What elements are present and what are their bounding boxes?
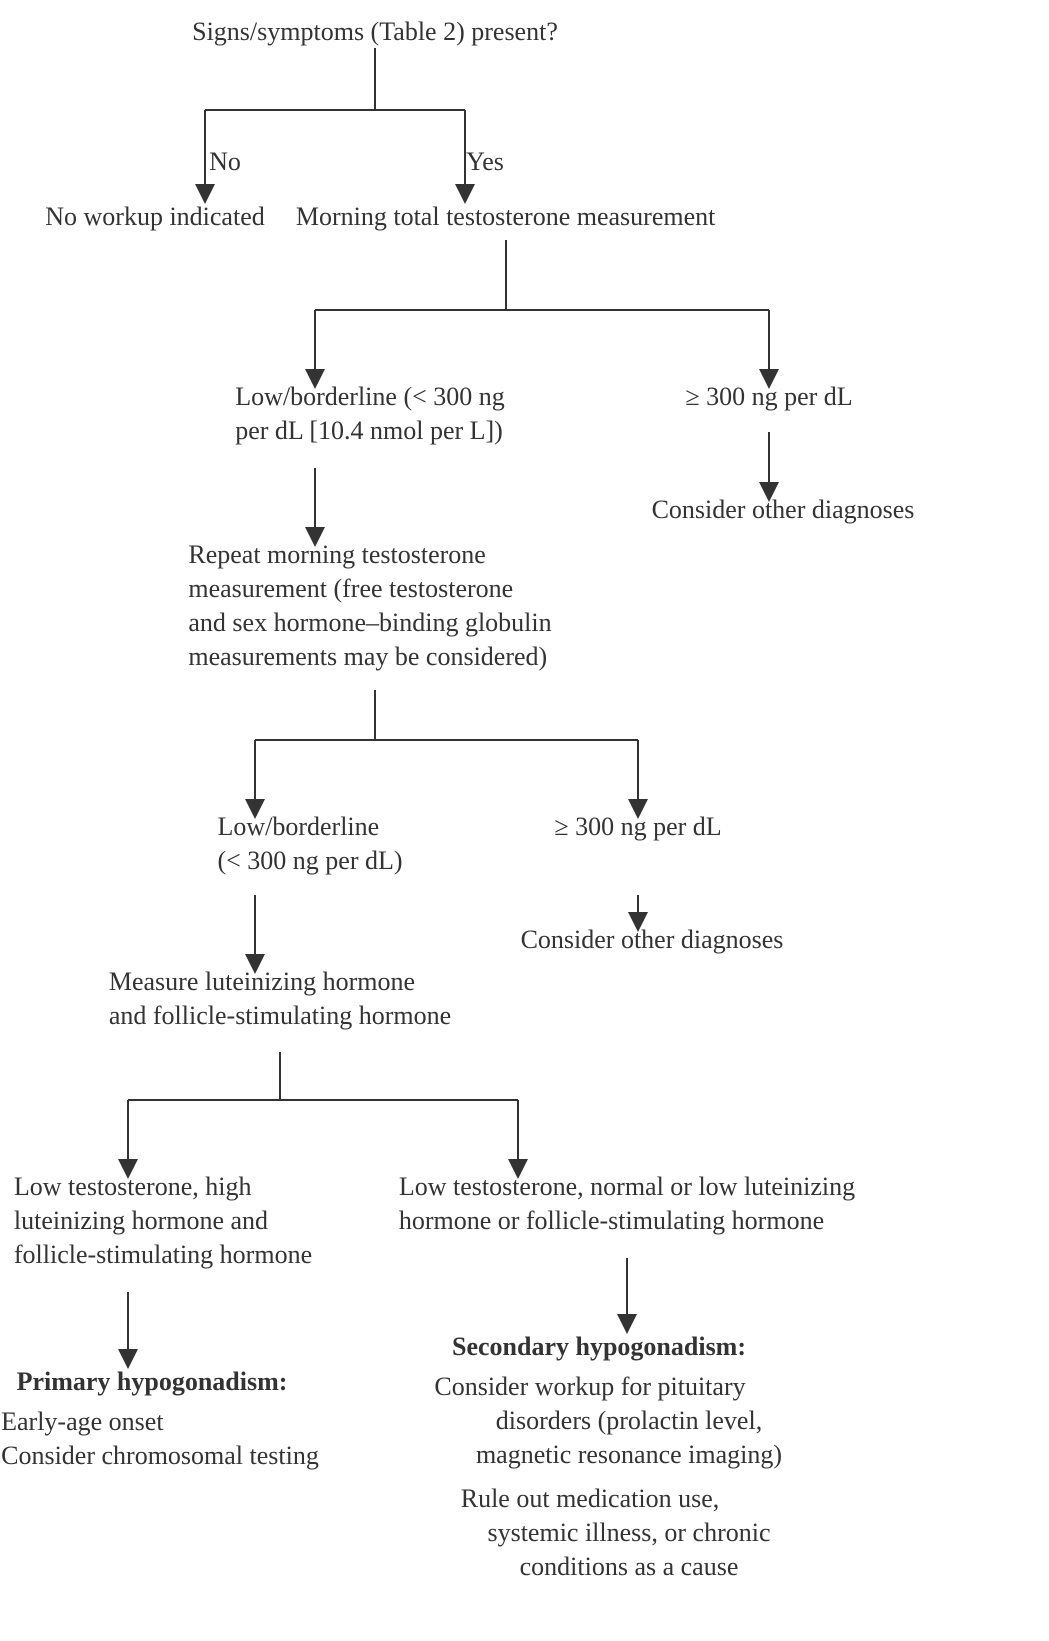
node-primary_body: Early-age onsetConsider chromosomal test… bbox=[1, 1407, 319, 1470]
node-lbl_yes: Yes bbox=[466, 147, 504, 176]
node-primary_title: Primary hypogonadism: bbox=[17, 1367, 288, 1396]
flowchart-svg: Signs/symptoms (Table 2) present? No Yes No… bbox=[0, 0, 1049, 1641]
node-cons2: Consider other diagnoses bbox=[521, 925, 784, 954]
node-sec_l2b: systemic illness, or chronic bbox=[487, 1518, 770, 1547]
node-sec_l2a: Rule out medication use, bbox=[461, 1484, 720, 1513]
node-cons1: Consider other diagnoses bbox=[652, 495, 915, 524]
node-morning_tt: Morning total testosterone measurement bbox=[296, 202, 716, 231]
node-ge2: ≥ 300 ng per dL bbox=[554, 812, 721, 841]
node-no_workup: No workup indicated bbox=[45, 202, 265, 231]
node-lowT_high: Low testosterone, highluteinizing hormon… bbox=[14, 1172, 312, 1269]
node-sec_l2c: conditions as a cause bbox=[520, 1552, 739, 1581]
node-measure_lh: Measure luteinizing hormoneand follicle-… bbox=[109, 967, 451, 1030]
node-q_signs: Signs/symptoms (Table 2) present? bbox=[192, 17, 558, 46]
node-sec_l1b: disorders (prolactin level, bbox=[496, 1406, 762, 1435]
node-low2: Low/borderline(< 300 ng per dL) bbox=[217, 812, 402, 875]
node-lbl_no: No bbox=[209, 147, 241, 176]
node-ge1: ≥ 300 ng per dL bbox=[685, 382, 852, 411]
node-lowT_normal: Low testosterone, normal or low luteiniz… bbox=[399, 1172, 855, 1235]
node-low1: Low/borderline (< 300 ngper dL [10.4 nmo… bbox=[235, 382, 505, 445]
node-repeat: Repeat morning testosteronemeasurement (… bbox=[188, 540, 551, 671]
node-sec_l1c: magnetic resonance imaging) bbox=[476, 1440, 782, 1469]
node-sec_l1a: Consider workup for pituitary bbox=[434, 1372, 745, 1401]
node-sec_title: Secondary hypogonadism: bbox=[452, 1332, 746, 1361]
